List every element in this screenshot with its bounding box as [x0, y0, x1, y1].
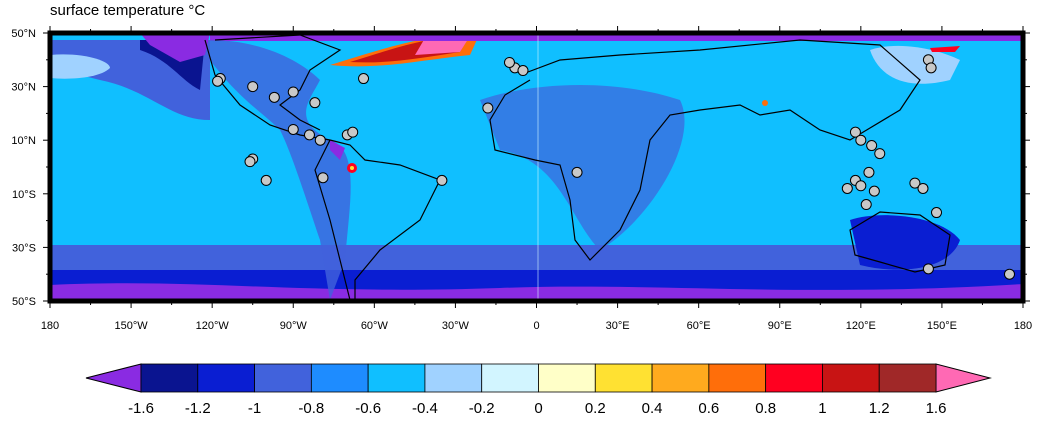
colorbar-label: 1.6	[926, 400, 947, 417]
y-tick-label: 10°S	[12, 189, 36, 201]
station-marker	[482, 102, 494, 114]
station-marker	[855, 180, 867, 192]
x-tick-label: 30°E	[606, 320, 630, 332]
station-marker	[841, 182, 853, 194]
x-tick-label: 60°E	[687, 320, 711, 332]
station-marker	[874, 148, 886, 160]
colorbar-swatch	[310, 363, 369, 393]
colorbar-label: -1.6	[128, 400, 154, 417]
station-marker	[268, 91, 280, 103]
colorbar-label: 0	[534, 400, 542, 417]
station-marker	[571, 166, 583, 178]
y-tick-label: 50°N	[11, 28, 36, 40]
colorbar-low-triangle	[85, 363, 142, 393]
colorbar-label: 0.2	[585, 400, 606, 417]
colorbar-swatch	[197, 363, 255, 393]
station-marker	[212, 75, 224, 87]
x-tick-label: 150°E	[927, 320, 957, 332]
x-tick-label: 60°W	[361, 320, 389, 332]
station-marker	[855, 134, 867, 146]
x-tick-label: 30°W	[442, 320, 470, 332]
x-axis: 180 150°W 120°W 90°W 60°W 30°W 0 30°E 60°E 90°E 12…	[41, 26, 1032, 332]
colorbar-label: -0.8	[298, 400, 324, 417]
station-marker	[1003, 268, 1015, 280]
x-tick-label: 90°W	[280, 320, 308, 332]
colorbar-swatch	[822, 363, 880, 393]
station-marker	[244, 156, 256, 168]
colorbar-swatch	[481, 363, 539, 393]
colorbar-label: 0.4	[642, 400, 663, 417]
station-marker	[347, 126, 359, 138]
station-marker	[317, 172, 329, 184]
y-axis: 50°N 30°N 10°N 10°S 30°S 50°S	[11, 28, 1030, 308]
station-marker	[436, 174, 448, 186]
colorbar-swatch	[140, 363, 199, 393]
x-tick-label: 150°W	[115, 320, 149, 332]
x-tick-label: 180	[1014, 320, 1032, 332]
colorbar-label: 1	[818, 400, 826, 417]
x-tick-label: 0	[533, 320, 539, 332]
coastlines	[204, 34, 951, 301]
station-marker	[866, 140, 878, 152]
colorbar-high-triangle	[935, 363, 992, 393]
station-marker	[925, 62, 937, 74]
x-tick-label: 120°W	[196, 320, 230, 332]
station-marker	[922, 263, 934, 275]
colorbar-label: -0.2	[469, 400, 495, 417]
colorbar-swatch	[651, 363, 710, 393]
colorbar-swatch	[594, 363, 653, 393]
colorbar-label: -0.6	[355, 400, 381, 417]
station-marker	[917, 182, 929, 194]
station-marker	[868, 185, 880, 197]
colorbar-swatch	[708, 363, 767, 393]
y-tick-label: 50°S	[12, 296, 36, 308]
station-marker	[863, 166, 875, 178]
colorbar-swatch	[765, 363, 823, 393]
x-tick-label: 90°E	[768, 320, 792, 332]
colorbar-label: -1	[248, 400, 261, 417]
colorbar-swatch	[538, 363, 596, 393]
station-marker	[358, 73, 370, 85]
colorbar-label: 0.8	[755, 400, 776, 417]
temperature-field	[50, 33, 1023, 301]
station-marker	[287, 123, 299, 135]
y-tick-label: 30°N	[11, 82, 36, 94]
x-tick-label: 180	[41, 320, 59, 332]
colorbar-swatch	[367, 363, 426, 393]
y-tick-label: 30°S	[12, 242, 36, 254]
colorbar-label: -0.4	[412, 400, 438, 417]
station-marker	[314, 134, 326, 146]
station-marker	[260, 174, 272, 186]
station-markers	[212, 54, 1015, 280]
colorbar-swatch	[878, 363, 937, 393]
station-marker	[309, 97, 321, 109]
station-marker	[287, 86, 299, 98]
station-marker	[517, 65, 529, 77]
station-marker	[909, 177, 921, 189]
y-tick-label: 10°N	[11, 135, 36, 147]
colorbar-label: 0.6	[698, 400, 719, 417]
station-marker	[503, 56, 515, 68]
colorbar-swatch	[254, 363, 312, 393]
station-marker	[303, 129, 315, 141]
colorbar-label: -1.2	[185, 400, 211, 417]
station-marker	[247, 81, 259, 93]
colorbar-label: 1.2	[869, 400, 890, 417]
plot-title: surface temperature °C	[50, 2, 206, 19]
colorbar-swatch	[424, 363, 483, 393]
station-marker	[849, 126, 861, 138]
station-marker	[931, 207, 943, 219]
colorbar: -1.6 -1.2 -1 -0.8 -0.6 -0.4 -0.2 0 0.2 0.4 0.6 0.8 1…	[85, 363, 992, 417]
station-marker	[860, 199, 872, 211]
x-tick-label: 120°E	[846, 320, 876, 332]
